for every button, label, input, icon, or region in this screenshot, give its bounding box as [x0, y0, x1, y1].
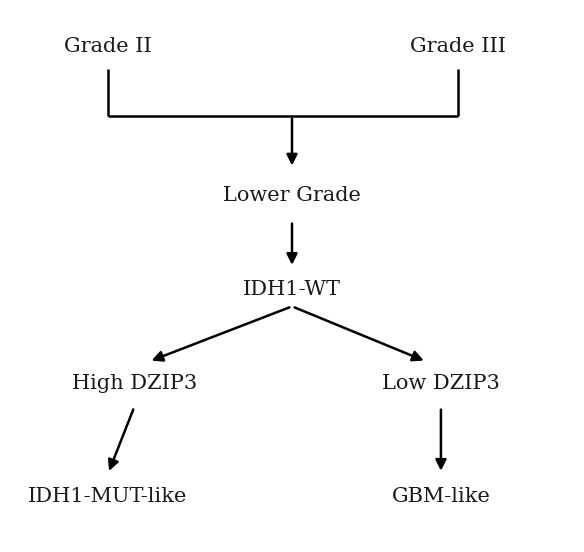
Text: High DZIP3: High DZIP3: [72, 374, 197, 393]
Text: Low DZIP3: Low DZIP3: [382, 374, 500, 393]
Text: Lower Grade: Lower Grade: [223, 187, 361, 205]
Text: IDH1-WT: IDH1-WT: [243, 280, 341, 299]
Text: IDH1-MUT-like: IDH1-MUT-like: [29, 487, 187, 506]
Text: Grade III: Grade III: [411, 38, 506, 56]
Text: GBM-like: GBM-like: [391, 487, 491, 506]
Text: Grade II: Grade II: [64, 38, 152, 56]
